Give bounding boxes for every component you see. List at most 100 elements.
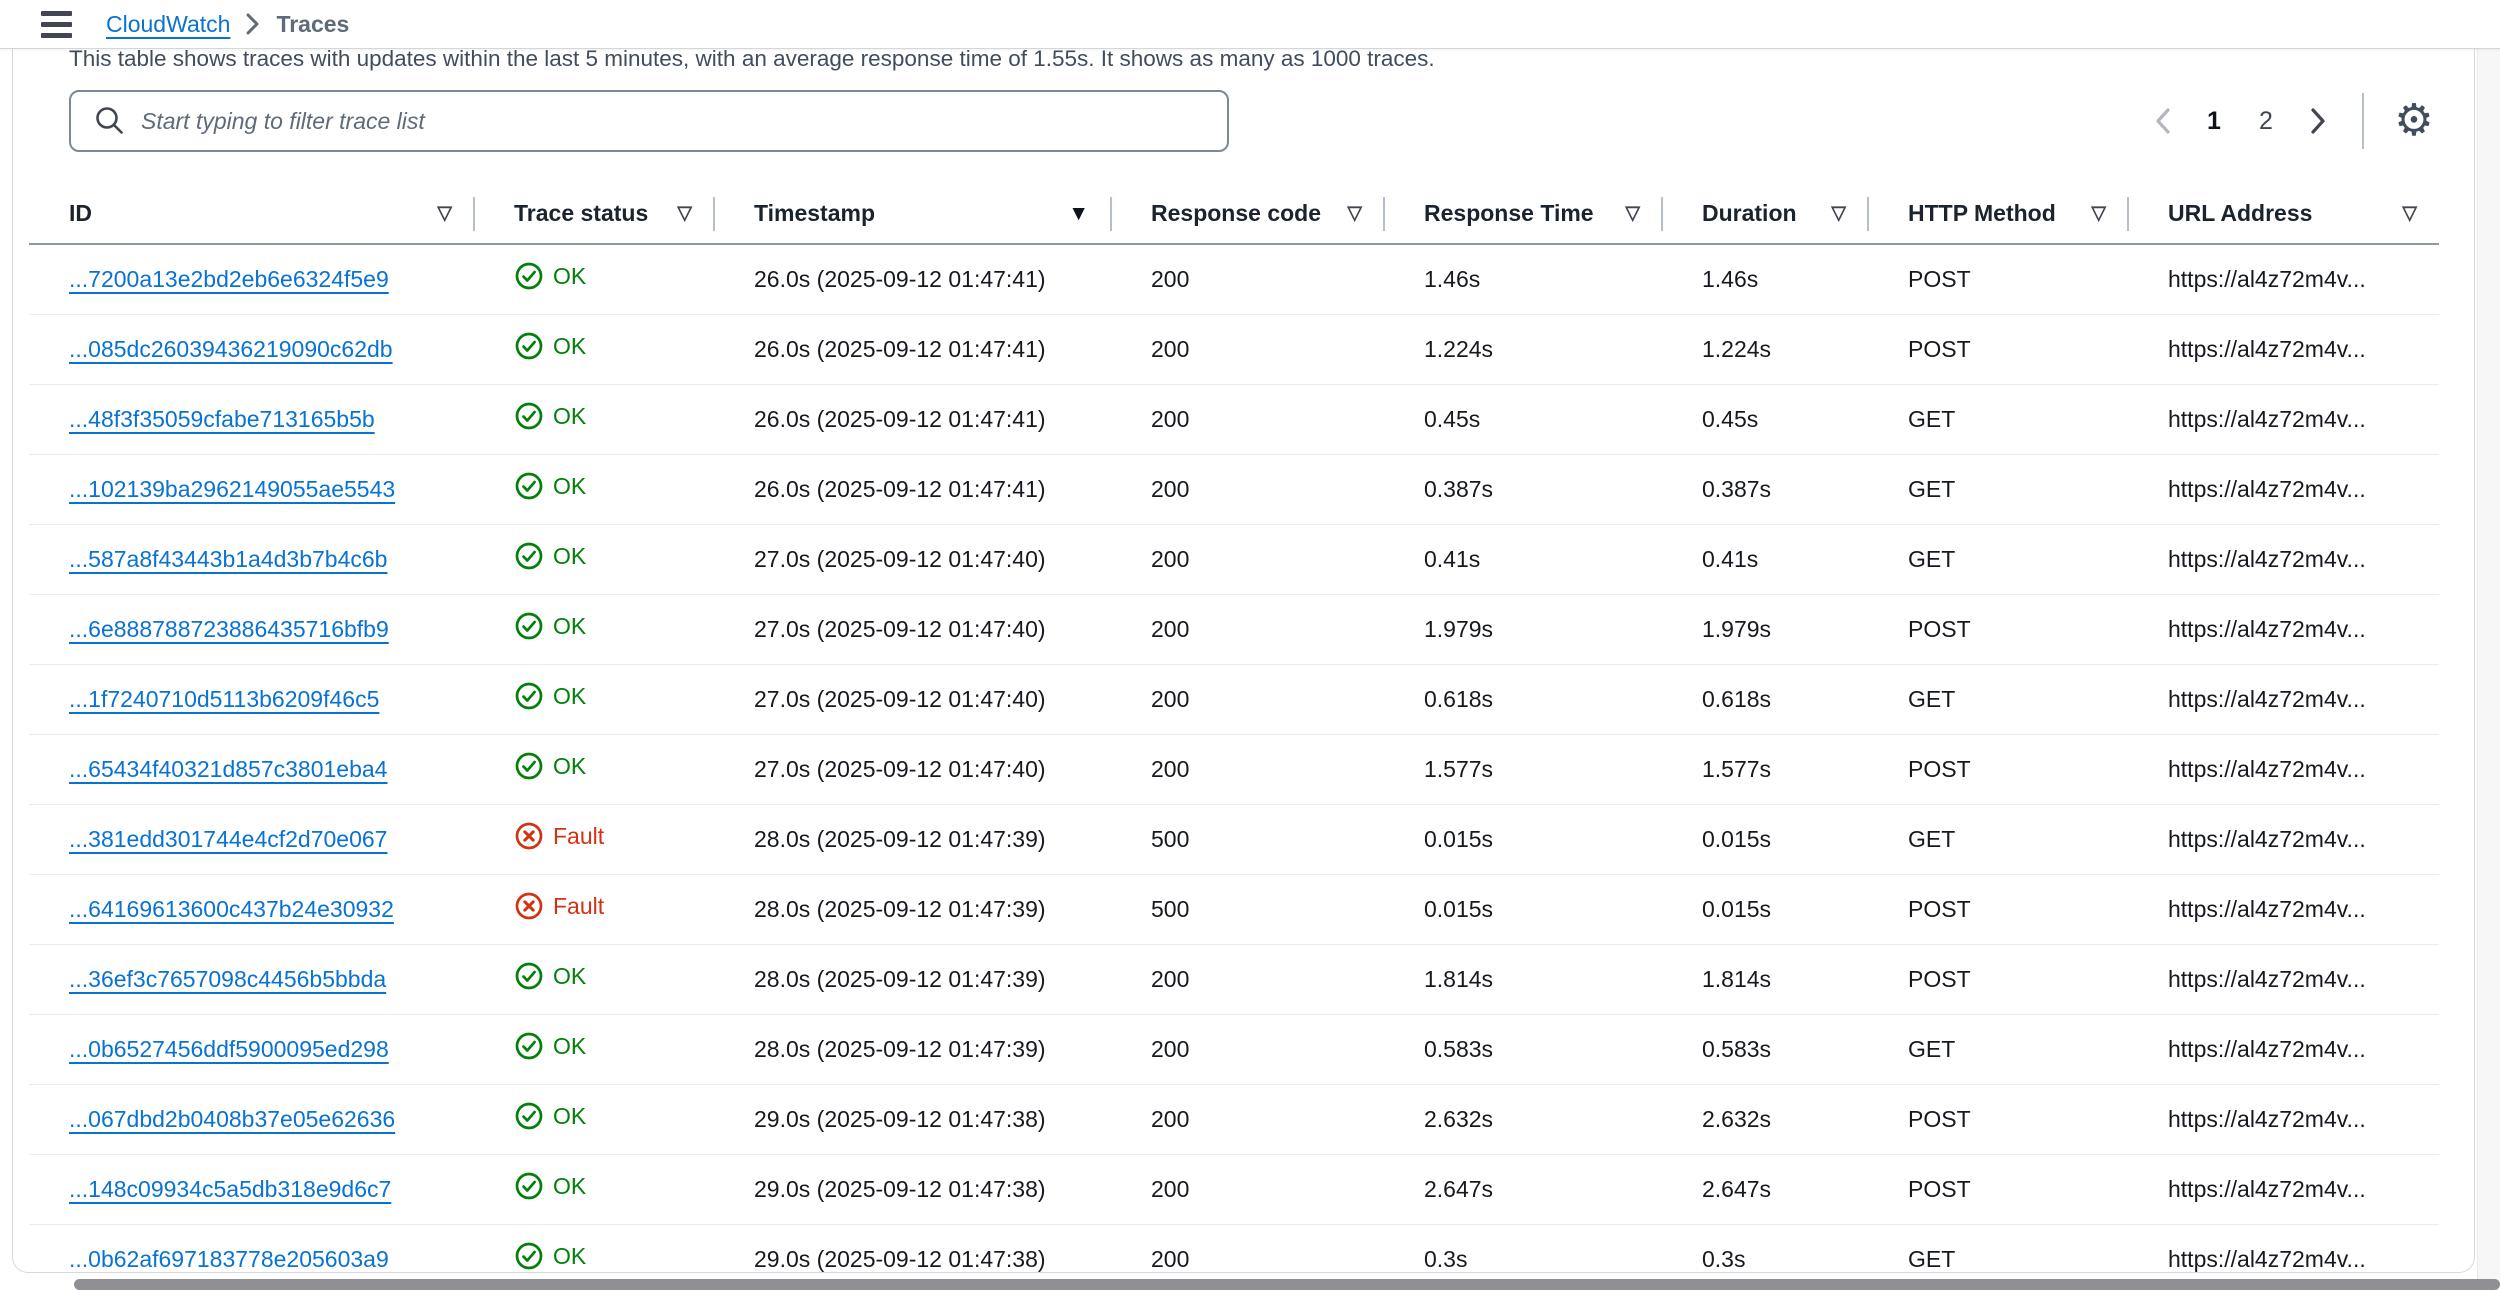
http-method-cell: GET xyxy=(1908,1035,1956,1062)
trace-id-link[interactable]: ...48f3f35059cfabe713165b5b xyxy=(69,405,375,432)
column-header-url-address[interactable]: URL Address ▽ xyxy=(2128,184,2439,244)
column-header-duration[interactable]: Duration ▽ xyxy=(1662,184,1869,244)
column-header-label: HTTP Method xyxy=(1908,200,2056,226)
trace-id-link[interactable]: ...6e888788723886435716bfb9 xyxy=(69,615,389,642)
page-number-2[interactable]: 2 xyxy=(2259,106,2273,135)
response-code-cell: 200 xyxy=(1151,1175,1190,1202)
timestamp-cell: 28.0s (2025-09-12 01:47:39) xyxy=(754,895,1046,922)
check-circle-icon xyxy=(514,541,544,571)
sort-caret-down-icon: ▽ xyxy=(1347,203,1362,224)
sort-caret-down-icon: ▽ xyxy=(677,203,692,224)
trace-id-link[interactable]: ...148c09934c5a5db318e9d6c7 xyxy=(69,1175,392,1202)
check-circle-icon xyxy=(514,1031,544,1061)
trace-id-link[interactable]: ...0b62af697183778e205603a9 xyxy=(69,1245,389,1272)
column-header-http-method[interactable]: HTTP Method ▽ xyxy=(1868,184,2129,244)
trace-status-label: OK xyxy=(553,1032,587,1059)
trace-id-link[interactable]: ...64169613600c437b24e30932 xyxy=(69,895,394,922)
column-header-label: Timestamp xyxy=(754,200,876,226)
trace-status-label: OK xyxy=(553,402,587,429)
url-address-cell: https://al4z72m4v... xyxy=(2168,1245,2366,1272)
breadcrumb-chevron-icon xyxy=(246,12,260,36)
trace-status-label: OK xyxy=(553,542,587,569)
sort-caret-down-icon: ▽ xyxy=(2402,203,2417,224)
http-method-cell: GET xyxy=(1908,685,1956,712)
trace-id-link[interactable]: ...085dc26039436219090c62db xyxy=(69,335,393,362)
trace-status-badge: Fault xyxy=(514,891,604,921)
column-header-label: Response code xyxy=(1151,200,1321,226)
duration-cell: 2.632s xyxy=(1702,1105,1772,1132)
check-circle-icon xyxy=(514,331,544,361)
trace-id-link[interactable]: ...0b6527456ddf5900095ed298 xyxy=(69,1035,389,1062)
trace-status-label: OK xyxy=(553,682,587,709)
trace-status-label: Fault xyxy=(553,892,605,919)
column-header-response-code[interactable]: Response code ▽ xyxy=(1111,184,1385,244)
trace-filter-input[interactable] xyxy=(141,92,1227,150)
check-circle-icon xyxy=(514,401,544,431)
timestamp-cell: 29.0s (2025-09-12 01:47:38) xyxy=(754,1105,1046,1132)
search-icon xyxy=(96,107,123,134)
table-row: ...64169613600c437b24e30932 Fault 28.0s (2… xyxy=(29,874,2439,944)
http-method-cell: POST xyxy=(1908,1175,1971,1202)
response-time-cell: 0.015s xyxy=(1424,825,1494,852)
trace-id-link[interactable]: ...1f7240710d5113b6209f46c5 xyxy=(69,685,380,712)
timestamp-cell: 26.0s (2025-09-12 01:47:41) xyxy=(754,405,1046,432)
table-header-row: ID ▽ Trace status ▽ Timestamp ▼ Response code ▽… xyxy=(29,184,2439,244)
trace-status-badge: OK xyxy=(514,1171,586,1201)
column-header-timestamp[interactable]: Timestamp ▼ xyxy=(714,184,1112,244)
breadcrumb-link-cloudwatch[interactable]: CloudWatch xyxy=(106,10,231,37)
check-circle-icon xyxy=(514,611,544,641)
column-header-trace-status[interactable]: Trace status ▽ xyxy=(474,184,715,244)
trace-status-badge: OK xyxy=(514,611,586,641)
duration-cell: 2.647s xyxy=(1702,1175,1772,1202)
table-toolbar: 12 ⚙ xyxy=(13,74,2474,184)
column-header-label: Trace status xyxy=(514,200,649,226)
previous-page-button[interactable] xyxy=(2147,101,2177,141)
url-address-cell: https://al4z72m4v... xyxy=(2168,755,2366,782)
table-row: ...0b6527456ddf5900095ed298 OK 28.0s (2025… xyxy=(29,1014,2439,1084)
trace-id-link[interactable]: ...65434f40321d857c3801eba4 xyxy=(69,755,388,782)
response-code-cell: 200 xyxy=(1151,545,1190,572)
next-page-button[interactable] xyxy=(2303,101,2333,141)
trace-id-link[interactable]: ...587a8f43443b1a4d3b7b4c6b xyxy=(69,545,388,572)
timestamp-cell: 26.0s (2025-09-12 01:47:41) xyxy=(754,265,1046,292)
timestamp-cell: 27.0s (2025-09-12 01:47:40) xyxy=(754,755,1046,782)
duration-cell: 0.618s xyxy=(1702,685,1772,712)
table-row: ...587a8f43443b1a4d3b7b4c6b OK 27.0s (2025… xyxy=(29,524,2439,594)
response-code-cell: 200 xyxy=(1151,475,1190,502)
duration-cell: 1.577s xyxy=(1702,755,1772,782)
column-header-label: URL Address xyxy=(2168,200,2313,226)
trace-status-badge: OK xyxy=(514,681,586,711)
duration-cell: 1.224s xyxy=(1702,335,1772,362)
table-row: ...1f7240710d5113b6209f46c5 OK 27.0s (2025… xyxy=(29,664,2439,734)
trace-id-link[interactable]: ...067dbd2b0408b37e05e62636 xyxy=(69,1105,396,1132)
timestamp-cell: 26.0s (2025-09-12 01:47:41) xyxy=(754,335,1046,362)
breadcrumb-current-traces: Traces xyxy=(276,10,350,37)
table-summary-text: This table shows traces with updates wit… xyxy=(69,49,1435,71)
horizontal-scrollbar[interactable] xyxy=(74,1279,2500,1290)
hamburger-menu-icon[interactable] xyxy=(41,10,72,38)
page-number-1[interactable]: 1 xyxy=(2207,106,2221,135)
trace-filter-container xyxy=(69,90,1229,152)
response-code-cell: 200 xyxy=(1151,755,1190,782)
trace-status-label: OK xyxy=(553,962,587,989)
trace-status-label: OK xyxy=(553,472,587,499)
duration-cell: 0.41s xyxy=(1702,545,1759,572)
http-method-cell: GET xyxy=(1908,825,1956,852)
trace-id-link[interactable]: ...7200a13e2bd2eb6e6324f5e9 xyxy=(69,265,389,292)
duration-cell: 1.46s xyxy=(1702,265,1759,292)
trace-id-link[interactable]: ...102139ba2962149055ae5543 xyxy=(69,475,396,502)
gear-icon[interactable]: ⚙ xyxy=(2394,96,2434,145)
timestamp-cell: 28.0s (2025-09-12 01:47:39) xyxy=(754,965,1046,992)
column-header-id[interactable]: ID ▽ xyxy=(29,184,475,244)
trace-status-label: OK xyxy=(553,1242,587,1269)
column-header-response-time[interactable]: Response Time ▽ xyxy=(1384,184,1663,244)
table-row: ...148c09934c5a5db318e9d6c7 OK 29.0s (2025… xyxy=(29,1154,2439,1224)
http-method-cell: POST xyxy=(1908,265,1971,292)
column-header-label: ID xyxy=(69,200,92,226)
trace-id-link[interactable]: ...36ef3c7657098c4456b5bbda xyxy=(69,965,387,992)
trace-id-link[interactable]: ...381edd301744e4cf2d70e067 xyxy=(69,825,388,852)
response-time-cell: 2.632s xyxy=(1424,1105,1494,1132)
check-circle-icon xyxy=(514,261,544,291)
sort-caret-down-filled-icon: ▼ xyxy=(1068,201,1089,225)
